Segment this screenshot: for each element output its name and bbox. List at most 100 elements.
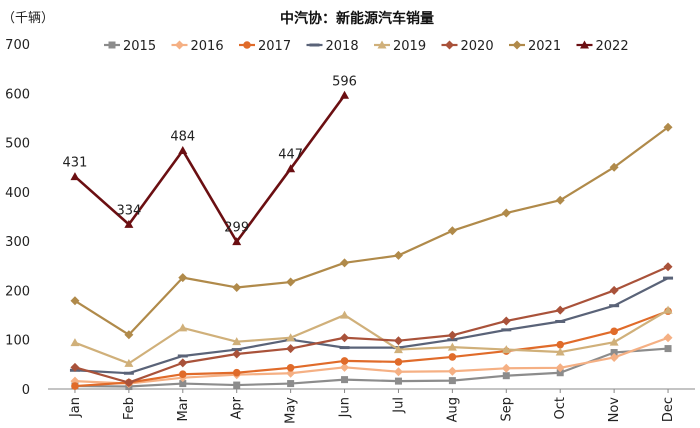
legend-swatch-marker [377,40,387,49]
data-point-2021 [501,208,511,218]
data-point-2019 [286,333,296,342]
series-layer: 431 334 484 299 447 596 [63,74,674,391]
series-2016 [70,333,673,389]
data-point-2015 [233,381,241,389]
series-line-2018 [74,277,669,375]
legend-label: 2015 [123,39,156,54]
data-point-2022 [124,219,134,228]
data-point-2019 [663,305,673,314]
y-tick-label: 400 [5,186,30,201]
data-label-2022: 596 [332,74,357,89]
data-point-2015 [556,369,564,377]
data-point-2022 [286,164,296,173]
data-point-2021 [70,296,80,306]
data-point-2016 [340,362,350,372]
data-point-2021 [447,226,457,236]
data-point-2017 [232,368,241,377]
data-point-2022 [232,237,242,246]
legend-item-2019: 2019 [374,39,426,54]
legend-item-2015: 2015 [104,39,156,54]
series-line-2022 [74,94,346,243]
data-point-2019 [501,345,511,354]
legend-label: 2022 [596,39,629,54]
data-point-2022 [340,90,350,99]
legend-swatch-marker [512,40,522,50]
data-point-2015 [448,377,456,385]
series-line-2017 [74,310,669,388]
legend-item-2022: 2022 [576,39,629,54]
data-label-2022: 334 [116,203,141,218]
y-axis-unit-label: （千辆） [2,11,54,26]
series-line-2021 [74,126,669,336]
data-point-2019 [609,337,619,346]
data-point-2015 [664,345,672,353]
data-point-2018 [501,328,512,332]
x-tick-label: May [284,397,299,424]
data-point-2016 [609,352,619,362]
y-tick-label: 700 [5,38,30,53]
data-point-2018 [339,346,350,350]
legend-label: 2018 [326,39,359,54]
data-point-2021 [555,195,565,205]
data-point-2017 [610,327,618,336]
data-point-2020 [501,316,511,326]
x-tick-label: Dec [661,397,676,422]
data-point-2015 [287,380,295,388]
y-tick-label: 600 [5,87,30,102]
data-point-2016 [447,366,457,376]
legend-label: 2019 [393,39,426,54]
legend-item-2021: 2021 [509,39,561,54]
data-point-2022 [178,145,188,154]
data-label-2022: 484 [170,129,195,144]
data-point-2020 [447,330,457,340]
x-tick-label: Feb [122,397,137,420]
data-point-2020 [124,378,134,388]
data-label-2022: 431 [63,156,88,171]
data-point-2015 [610,349,618,357]
series-2020 [70,262,673,388]
data-point-2020 [555,305,565,315]
data-point-2021 [286,277,296,287]
data-point-2020 [178,358,188,368]
y-tick-label: 500 [5,137,30,152]
data-point-2018 [123,371,134,375]
data-point-2017 [340,357,349,365]
y-tick-label: 0 [22,383,30,398]
legend: 2015 2016 2017 2018 2019 2020 2021 2022 [104,39,629,54]
data-point-2017 [71,382,79,390]
data-point-2020 [286,344,296,354]
data-point-2019 [393,345,403,354]
data-point-2015 [341,376,349,384]
series-line-2015 [74,347,669,388]
data-point-2018 [555,319,566,323]
data-point-2017 [394,358,403,366]
series-line-2016 [74,336,669,385]
data-point-2020 [232,349,242,359]
data-point-2019 [232,337,242,346]
data-label-2022: 299 [224,221,249,236]
data-point-2020 [393,336,403,346]
legend-label: 2020 [461,39,494,54]
y-tick-label: 200 [5,284,30,299]
data-point-2017 [178,370,187,379]
series-2021 [70,122,673,340]
legend-label: 2017 [258,39,291,54]
legend-item-2016: 2016 [171,39,224,54]
legend-item-2018: 2018 [306,39,359,54]
data-point-2020 [340,333,350,343]
legend-swatch-marker [243,41,251,49]
data-point-2021 [393,250,403,260]
legend-swatch-marker [445,40,454,50]
x-tick-label: Sep [499,397,514,422]
legend-swatch-marker [309,43,320,47]
x-tick-label: Mar [176,396,191,421]
data-point-2015 [179,380,187,388]
legend-swatch-marker [175,40,184,50]
data-point-2018 [177,354,188,358]
series-2018 [69,276,674,375]
legend-swatch-marker [580,40,589,49]
data-point-2016 [393,367,403,377]
data-point-2020 [70,362,80,372]
data-point-2021 [178,273,188,283]
